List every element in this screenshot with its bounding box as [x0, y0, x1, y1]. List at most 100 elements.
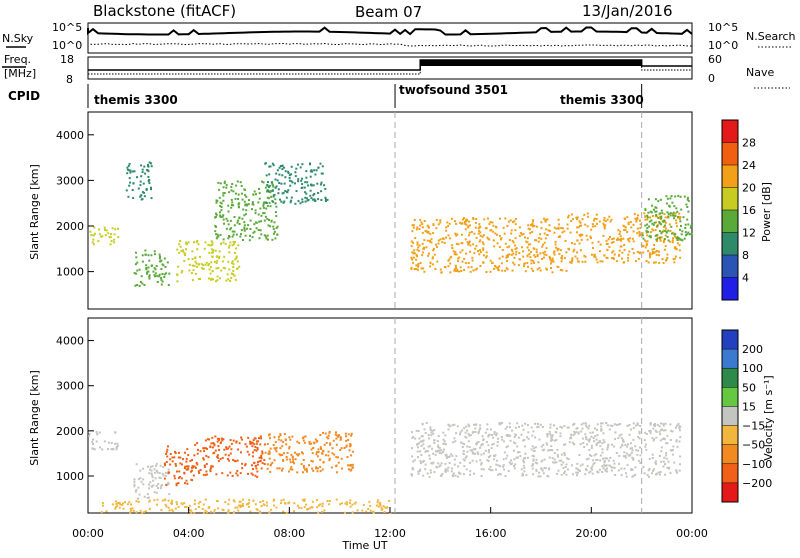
power-cell — [666, 256, 669, 259]
power-cell — [440, 271, 443, 274]
velocity-cell — [667, 460, 670, 463]
power-cell — [676, 242, 679, 245]
nsky-label: N.Sky — [2, 32, 34, 45]
power-cell — [599, 243, 602, 246]
velocity-cell — [607, 459, 610, 462]
velocity-cell — [429, 469, 432, 472]
power-cell — [210, 265, 212, 268]
velocity-cell — [296, 504, 299, 507]
velocity-cell — [216, 440, 219, 443]
power-cell — [253, 230, 256, 233]
power-cell — [646, 227, 649, 230]
power-cell — [659, 238, 662, 241]
velocity-cell — [550, 437, 553, 440]
velocity-cell — [603, 463, 606, 466]
velocity-cell — [169, 453, 172, 455]
power-cell — [455, 253, 458, 256]
velocity-cell — [348, 464, 351, 467]
power-cell — [217, 181, 220, 184]
velocity-cell — [159, 476, 162, 479]
power-cell — [512, 221, 514, 224]
velocity-cell — [298, 453, 301, 456]
colorbar-tick-label: 20 — [742, 182, 756, 195]
velocity-cell — [153, 468, 156, 471]
velocity-cell — [584, 422, 587, 425]
velocity-cell — [308, 442, 311, 445]
power-cell — [179, 240, 182, 242]
velocity-cell — [195, 461, 198, 464]
power-cell — [110, 240, 113, 243]
velocity-cell — [638, 430, 641, 433]
velocity-cell — [133, 480, 136, 483]
velocity-cell — [415, 429, 418, 432]
power-cell — [412, 261, 415, 264]
power-cell — [507, 253, 509, 256]
power-cell — [288, 179, 291, 182]
velocity-cell — [252, 499, 255, 502]
velocity-cell — [555, 431, 558, 434]
power-cell — [201, 267, 204, 270]
velocity-cell — [486, 428, 489, 431]
velocity-cell — [662, 437, 665, 440]
velocity-cell — [290, 466, 293, 469]
power-cell — [222, 241, 225, 244]
power-cell — [275, 227, 278, 230]
freq-label: Freq. — [4, 53, 31, 66]
power-cell — [621, 251, 624, 254]
velocity-cell — [345, 435, 347, 438]
velocity-cell — [197, 506, 200, 508]
velocity-cell — [251, 445, 254, 448]
velocity-cell — [431, 430, 434, 432]
velocity-cell — [260, 456, 263, 459]
velocity-cell — [319, 434, 322, 436]
velocity-cell — [595, 459, 598, 462]
power-cell — [470, 231, 473, 233]
power-cell — [265, 207, 268, 210]
power-cell — [627, 221, 630, 224]
velocity-cell — [222, 509, 225, 512]
power-cell — [584, 223, 587, 226]
power-cell — [493, 267, 496, 270]
power-cell — [447, 259, 450, 262]
time-tick-label: 08:00 — [273, 527, 305, 540]
velocity-cell — [437, 449, 439, 452]
power-cell — [200, 263, 203, 266]
power-cell — [240, 233, 242, 236]
velocity-cell — [148, 487, 150, 490]
velocity-cell — [190, 511, 193, 514]
velocity-cell — [215, 500, 218, 502]
velocity-cell — [666, 466, 669, 469]
power-cell — [514, 223, 517, 226]
velocity-cell — [548, 449, 551, 452]
power-cell — [467, 243, 470, 246]
colorbar-swatch — [722, 187, 738, 210]
velocity-cell — [255, 440, 258, 443]
power-cell — [483, 218, 486, 221]
power-cell — [128, 177, 131, 180]
power-cell — [611, 251, 614, 254]
power-cell — [275, 185, 278, 188]
velocity-cell — [238, 442, 241, 445]
velocity-cell — [331, 452, 334, 455]
power-cell — [523, 265, 525, 268]
velocity-cell — [271, 461, 274, 464]
velocity-cell — [580, 430, 583, 433]
velocity-cell — [492, 436, 494, 439]
velocity-cell — [279, 447, 282, 450]
power-cell — [236, 221, 239, 224]
power-cell — [134, 263, 137, 266]
power-cell — [532, 219, 535, 222]
power-cell — [449, 237, 451, 240]
velocity-cell — [308, 507, 311, 510]
velocity-cell — [476, 441, 478, 444]
velocity-cell — [647, 475, 650, 478]
power-cell — [468, 220, 471, 223]
power-cell — [514, 244, 517, 247]
power-cell — [656, 215, 659, 218]
velocity-cell — [459, 472, 462, 475]
power-cell — [269, 191, 272, 194]
power-cell — [651, 204, 654, 207]
velocity-cell — [603, 441, 606, 444]
power-cell — [158, 253, 161, 256]
